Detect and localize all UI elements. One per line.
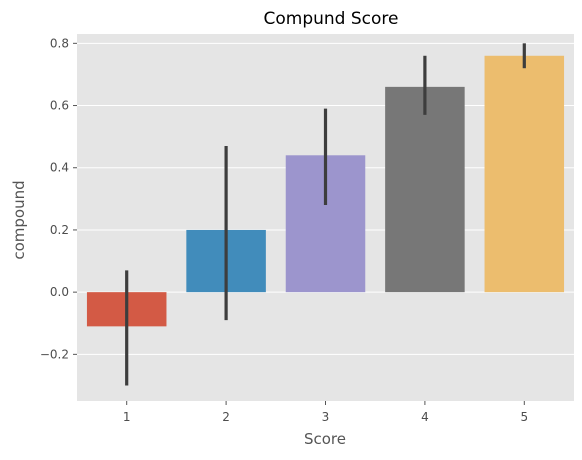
x-axis-label: Score <box>304 430 346 448</box>
y-tick-label: 0.8 <box>50 36 69 50</box>
x-tick-label: 4 <box>421 410 429 424</box>
x-tick-label: 5 <box>520 410 528 424</box>
y-tick-label: 0.4 <box>50 161 69 175</box>
bar-5 <box>484 55 565 293</box>
x-tick-label: 3 <box>322 410 330 424</box>
chart-title: Compund Score <box>264 9 399 29</box>
y-tick-label: 0.0 <box>50 285 69 299</box>
x-tick-label: 2 <box>222 410 230 424</box>
bar-4 <box>385 86 465 293</box>
x-axis-ticks: 1 2 3 4 5 <box>123 401 528 424</box>
y-tick-label: 0.2 <box>50 223 69 237</box>
y-axis-ticks: −0.2 0.0 0.2 0.4 0.6 0.8 <box>40 36 77 361</box>
y-tick-label: 0.6 <box>50 99 69 113</box>
error-bars <box>125 43 526 386</box>
x-tick-label: 1 <box>123 410 131 424</box>
y-axis-label: compound <box>10 180 28 259</box>
y-tick-label: −0.2 <box>40 347 69 361</box>
